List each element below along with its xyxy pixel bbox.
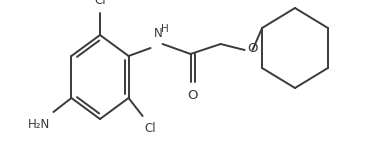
Text: Cl: Cl	[94, 0, 106, 7]
Text: H₂N: H₂N	[28, 118, 51, 131]
Text: N: N	[154, 27, 162, 40]
Text: O: O	[248, 42, 258, 55]
Text: Cl: Cl	[145, 122, 156, 135]
Text: H: H	[161, 24, 168, 34]
Text: O: O	[187, 89, 198, 102]
